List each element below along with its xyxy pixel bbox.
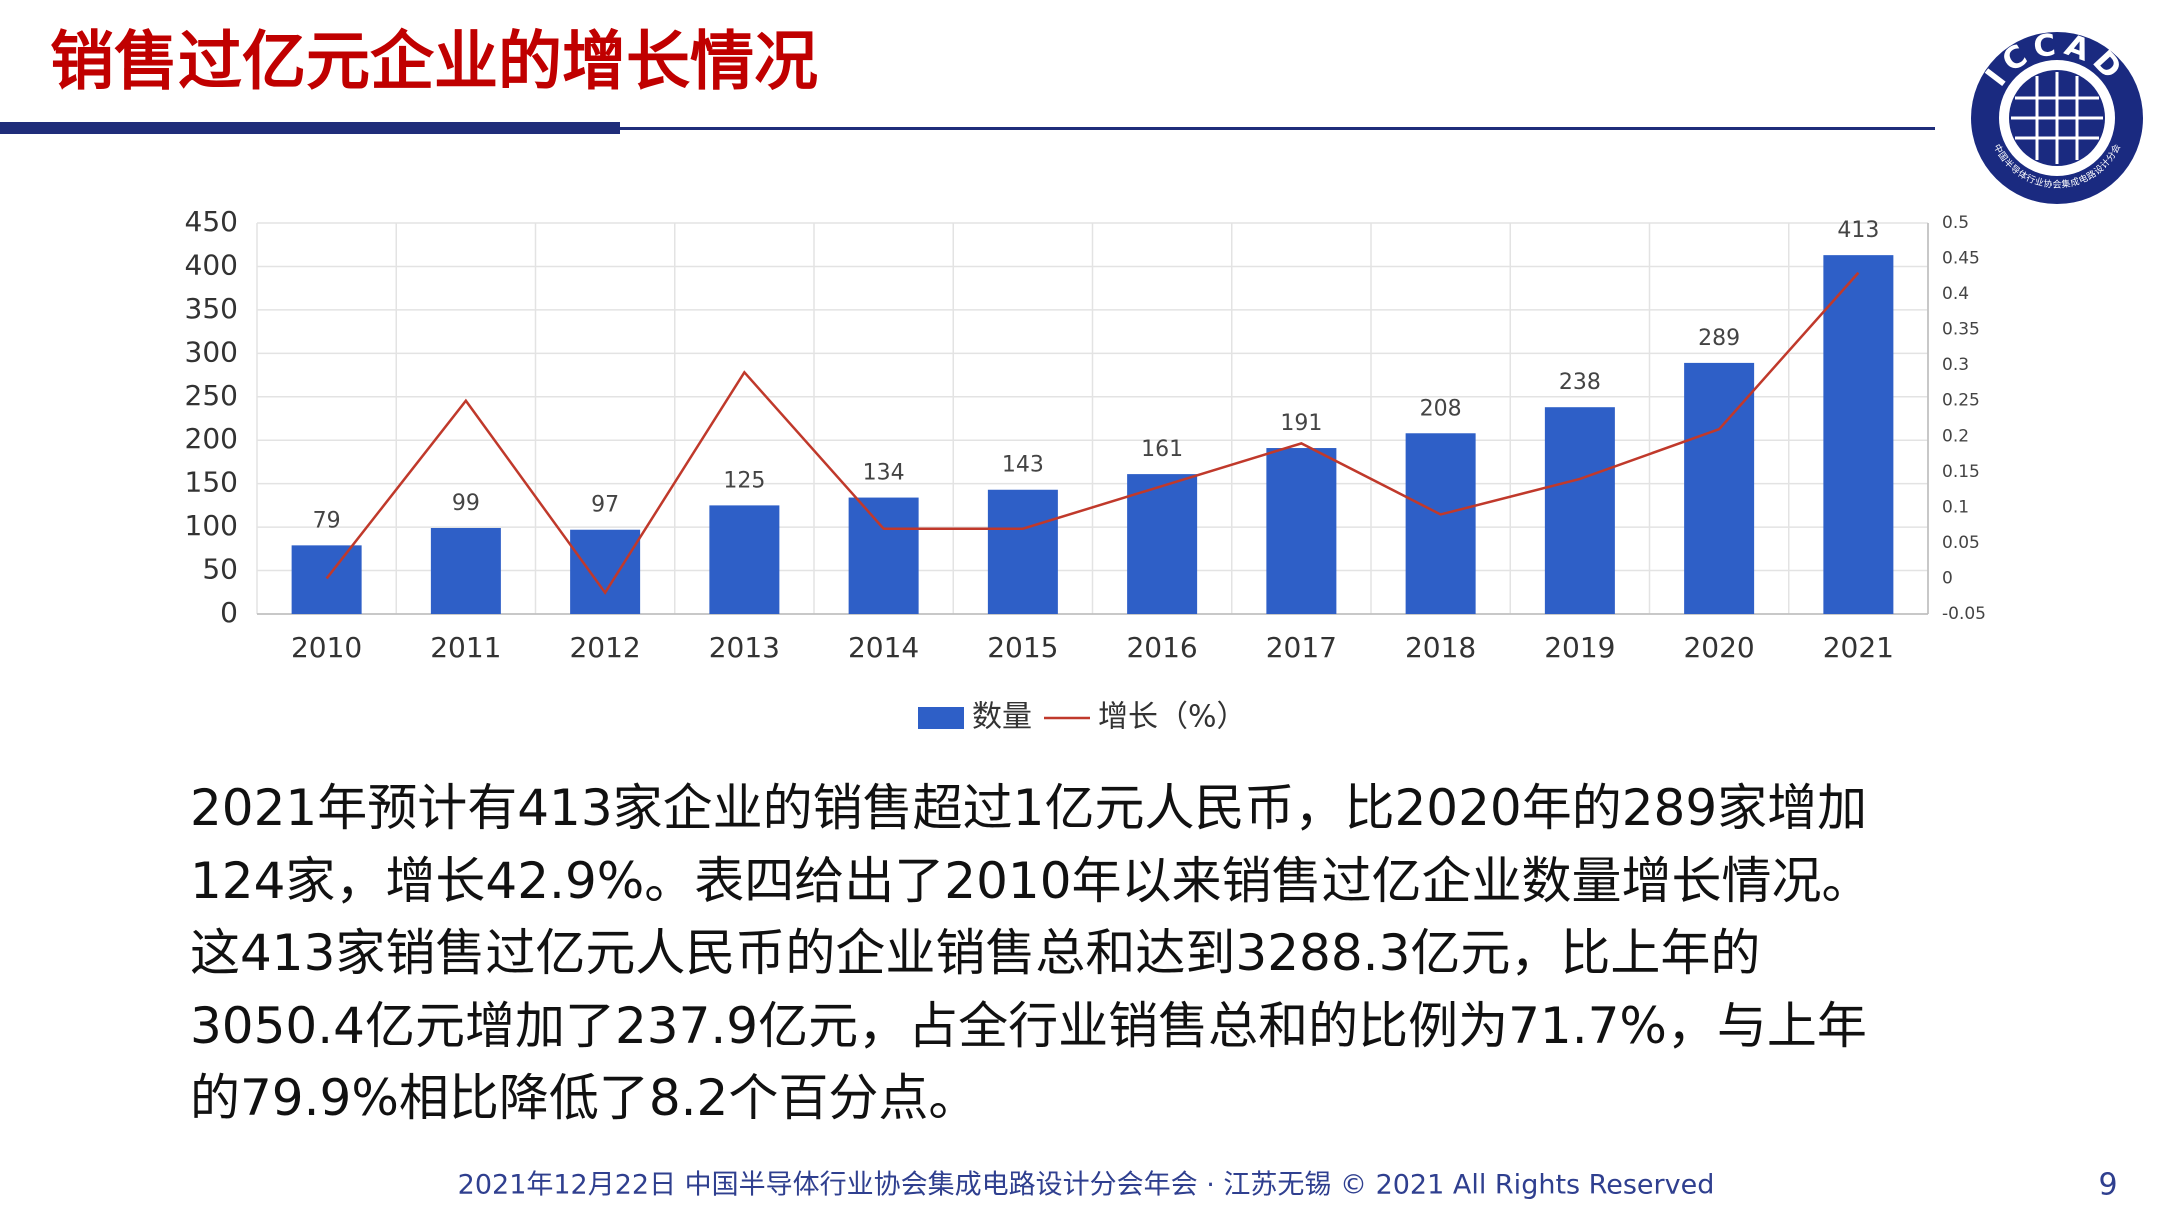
footer: 2021年12月22日 中国半导体行业协会集成电路设计分会年会 · 江苏无锡 ©… <box>458 1170 1715 1201</box>
y-tick-label: 350 <box>185 292 238 325</box>
y-tick-label: 150 <box>185 466 238 499</box>
data-label: 125 <box>723 468 765 493</box>
data-label: 238 <box>1559 370 1601 395</box>
data-label: 134 <box>863 461 905 486</box>
body-line: 这413家销售过亿元人民币的企业销售总和达到3288.3亿元，比上年的 <box>190 924 1761 982</box>
data-label: 161 <box>1141 437 1183 462</box>
data-label: 289 <box>1698 326 1740 351</box>
body-line: 3050.4亿元增加了237.9亿元，占全行业销售总和的比例为71.7%，与上年 <box>190 996 1867 1055</box>
y-tick-label: 100 <box>185 509 238 542</box>
x-tick-label: 2019 <box>1544 631 1615 664</box>
y2-tick-label: 0.15 <box>1942 462 1980 482</box>
legend-label: 数量 <box>972 700 1032 735</box>
data-label: 99 <box>452 491 480 516</box>
data-label: 191 <box>1280 411 1322 436</box>
slide-title: 销售过亿元企业的增长情况 <box>50 26 818 100</box>
bar <box>1823 255 1894 614</box>
y-tick-label: 200 <box>185 422 238 455</box>
bar <box>1266 448 1337 614</box>
y2-tick-label: 0 <box>1942 568 1953 588</box>
y-tick-label: 300 <box>185 335 238 368</box>
bar <box>848 497 919 614</box>
y2-tick-label: -0.05 <box>1942 604 1986 624</box>
body-line: 2021年预计有413家企业的销售超过1亿元人民币，比2020年的289家增加 <box>190 779 1868 837</box>
y2-tick-label: 0.35 <box>1942 320 1980 340</box>
bar <box>709 505 780 614</box>
y2-tick-label: 0.3 <box>1942 355 1969 375</box>
x-tick-label: 2015 <box>987 631 1058 664</box>
x-tick-label: 2014 <box>848 631 919 664</box>
y-tick-label: 250 <box>185 379 238 412</box>
x-tick-label: 2018 <box>1405 631 1476 664</box>
data-label: 143 <box>1002 453 1044 478</box>
legend-label: 增长（%） <box>1098 700 1247 735</box>
title-underline <box>0 127 1935 130</box>
y-tick-label: 400 <box>185 248 238 281</box>
y-tick-label: 0 <box>220 596 238 629</box>
y2-tick-label: 0.4 <box>1942 284 1969 304</box>
logo-grid <box>2011 72 2103 164</box>
data-label: 208 <box>1420 396 1462 421</box>
data-label: 97 <box>591 493 619 518</box>
logo: ICCAD 中国半导体行业协会集成电路设计分会 <box>1971 26 2143 204</box>
bar <box>987 489 1058 614</box>
y2-tick-label: 0.2 <box>1942 426 1969 446</box>
body-line: 124家，增长42.9%。表四给出了2010年以来销售过亿企业数量增长情况。 <box>190 851 1872 910</box>
y-tick-label: 50 <box>202 553 238 586</box>
body-text: 2021年预计有413家企业的销售超过1亿元人民币，比2020年的289家增加 … <box>190 772 2020 1135</box>
x-tick-label: 2012 <box>569 631 640 664</box>
x-tick-label: 2010 <box>291 631 362 664</box>
y2-tick-label: 0.45 <box>1942 249 1980 269</box>
bar <box>1544 407 1615 614</box>
y-tick-label: 450 <box>185 205 238 238</box>
bar <box>430 527 501 614</box>
x-tick-label: 2020 <box>1683 631 1754 664</box>
y2-tick-label: 0.1 <box>1942 497 1969 517</box>
page-number: 9 <box>2098 1168 2117 1203</box>
y2-tick-label: 0.25 <box>1942 391 1980 411</box>
bar <box>291 545 362 614</box>
line <box>325 271 1860 595</box>
x-tick-label: 2016 <box>1126 631 1197 664</box>
x-tick-label: 2013 <box>709 631 780 664</box>
body-line: 的79.9%相比降低了8.2个百分点。 <box>190 1069 979 1127</box>
y2-tick-label: 0.05 <box>1942 533 1980 553</box>
y2-tick-label: 0.5 <box>1942 213 1969 233</box>
bar <box>1405 433 1476 614</box>
x-tick-label: 2011 <box>430 631 501 664</box>
bar <box>1127 474 1198 614</box>
data-label: 413 <box>1837 218 1879 243</box>
bar <box>570 529 641 614</box>
x-tick-label: 2017 <box>1266 631 1337 664</box>
x-tick-label: 2021 <box>1823 631 1894 664</box>
legend-swatch <box>918 707 964 729</box>
data-label: 79 <box>313 508 341 533</box>
